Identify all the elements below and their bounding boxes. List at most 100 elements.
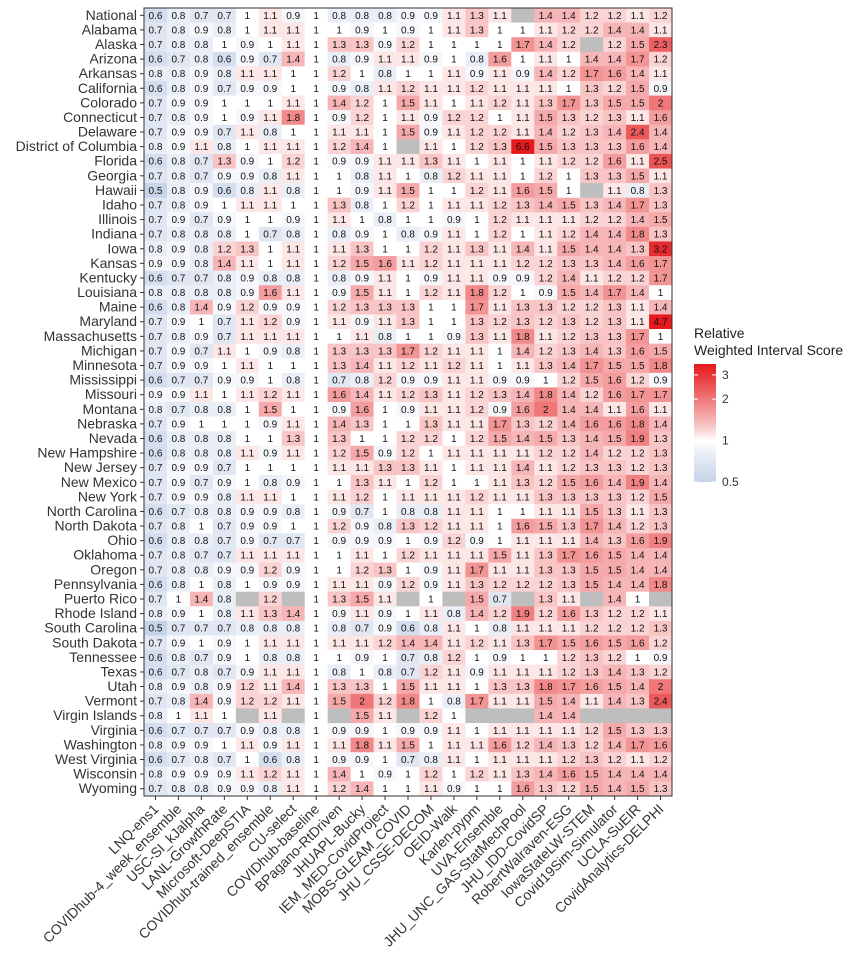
heatmap-cell	[281, 650, 306, 666]
heatmap-cell	[488, 650, 512, 666]
cell-value-label: 1.1	[286, 449, 300, 460]
cell-value-label: 1.8	[539, 390, 553, 401]
heatmap-cell	[626, 226, 650, 242]
cell-value-label: 1.7	[562, 551, 576, 562]
heatmap-cell	[603, 679, 627, 695]
heatmap-cell	[166, 518, 191, 534]
heatmap-cell	[212, 416, 237, 432]
cell-value-label: 1	[245, 230, 251, 241]
cell-value-label: 1	[474, 215, 480, 226]
cell-value-label: 1.3	[585, 653, 599, 664]
cell-value-label: 0.8	[424, 653, 438, 664]
heatmap-cell	[350, 37, 374, 53]
cell-value-label: 1.3	[355, 346, 369, 357]
y-tick-label: Vermont	[85, 693, 137, 709]
heatmap-cell	[373, 547, 397, 563]
cell-value-label: 1.2	[470, 113, 484, 124]
heatmap-cell	[465, 139, 489, 155]
heatmap-cell	[649, 620, 673, 636]
cell-value-label: 0.9	[217, 303, 231, 314]
cell-value-label: 1.3	[332, 434, 346, 445]
cell-value-label: 1.1	[332, 244, 346, 255]
heatmap-cell	[580, 314, 604, 330]
heatmap-cell	[626, 431, 650, 447]
heatmap-cell	[166, 606, 191, 622]
cell-value-label: 1.1	[585, 697, 599, 708]
heatmap-cell	[488, 343, 512, 359]
cell-value-label: 1.2	[424, 667, 438, 678]
heatmap-cell	[603, 489, 627, 505]
heatmap-cell	[419, 285, 443, 301]
heatmap-cell	[442, 37, 466, 53]
cell-value-label: 0.8	[171, 84, 185, 95]
heatmap-cell	[235, 620, 260, 636]
heatmap-cell	[304, 679, 329, 695]
cell-value-label: 1.1	[516, 667, 530, 678]
cell-value-label: 0.9	[332, 726, 346, 737]
heatmap-cell	[327, 299, 352, 315]
heatmap-cell	[144, 635, 168, 651]
cell-value-label: 0.9	[217, 682, 231, 693]
cell-value-label: 1.2	[539, 419, 553, 430]
heatmap-cell	[580, 781, 604, 797]
heatmap-cell	[396, 329, 420, 345]
heatmap-cell	[442, 489, 466, 505]
cell-value-label: 0.8	[194, 565, 208, 576]
cell-value-label: 0.8	[149, 609, 163, 620]
heatmap-cell	[534, 781, 558, 797]
heatmap-cell	[373, 591, 397, 607]
heatmap-cell	[557, 270, 581, 286]
heatmap-cell	[465, 635, 489, 651]
heatmap-cell	[281, 766, 306, 782]
heatmap-cell	[511, 139, 535, 155]
cell-value-label: 1.5	[585, 784, 599, 795]
heatmap-cell	[534, 343, 558, 359]
heatmap-cell	[557, 124, 581, 140]
heatmap-cell	[327, 562, 352, 578]
cell-value-label: 1.2	[562, 667, 576, 678]
cell-value-label: 0.9	[194, 201, 208, 212]
heatmap-cell	[304, 606, 329, 622]
cell-value-label: 1.1	[424, 682, 438, 693]
cell-value-label: 1.1	[562, 536, 576, 547]
cell-value-label: 1.1	[424, 84, 438, 95]
heatmap-cell	[144, 431, 168, 447]
cell-value-label: 1.2	[654, 755, 668, 766]
cell-value-label: 0.8	[493, 624, 507, 635]
y-tick-label: Tennessee	[69, 649, 137, 665]
heatmap-cell	[396, 664, 420, 680]
cell-value-label: 0.8	[217, 69, 231, 80]
cell-value-label: 1	[267, 98, 273, 109]
cell-value-label: 0.9	[493, 376, 507, 387]
cell-value-label: 1.2	[401, 40, 415, 51]
heatmap-cell	[304, 153, 329, 169]
heatmap-cell	[166, 37, 191, 53]
cell-value-label: 0.8	[171, 171, 185, 182]
y-tick-label: Connecticut	[63, 109, 137, 125]
heatmap-cell	[603, 358, 627, 374]
cell-value-label: 0.7	[194, 478, 208, 489]
heatmap-cell	[419, 37, 443, 53]
heatmap-cell	[281, 139, 306, 155]
heatmap-cell	[511, 679, 535, 695]
heatmap-cell	[580, 679, 604, 695]
cell-value-label: 0.9	[355, 25, 369, 36]
heatmap-cell	[488, 489, 512, 505]
cell-value-label: 0.7	[149, 492, 163, 503]
cell-value-label: 1.1	[539, 84, 553, 95]
heatmap-cell	[442, 693, 466, 709]
cell-value-label: 1.1	[516, 697, 530, 708]
heatmap-cell	[350, 737, 374, 753]
cell-value-label: 1.1	[654, 171, 668, 182]
cell-value-label: 0.9	[263, 580, 277, 591]
cell-value-label: 1	[267, 259, 273, 270]
cell-value-label: 1.2	[516, 740, 530, 751]
heatmap-cell	[212, 37, 237, 53]
heatmap-cell	[189, 372, 214, 388]
cell-value-label: 1.2	[562, 784, 576, 795]
heatmap-cell	[258, 168, 283, 184]
cell-value-label: 1.1	[447, 390, 461, 401]
legend-colorbar	[694, 364, 716, 482]
cell-value-label: 0.8	[194, 449, 208, 460]
heatmap-cell	[626, 343, 650, 359]
